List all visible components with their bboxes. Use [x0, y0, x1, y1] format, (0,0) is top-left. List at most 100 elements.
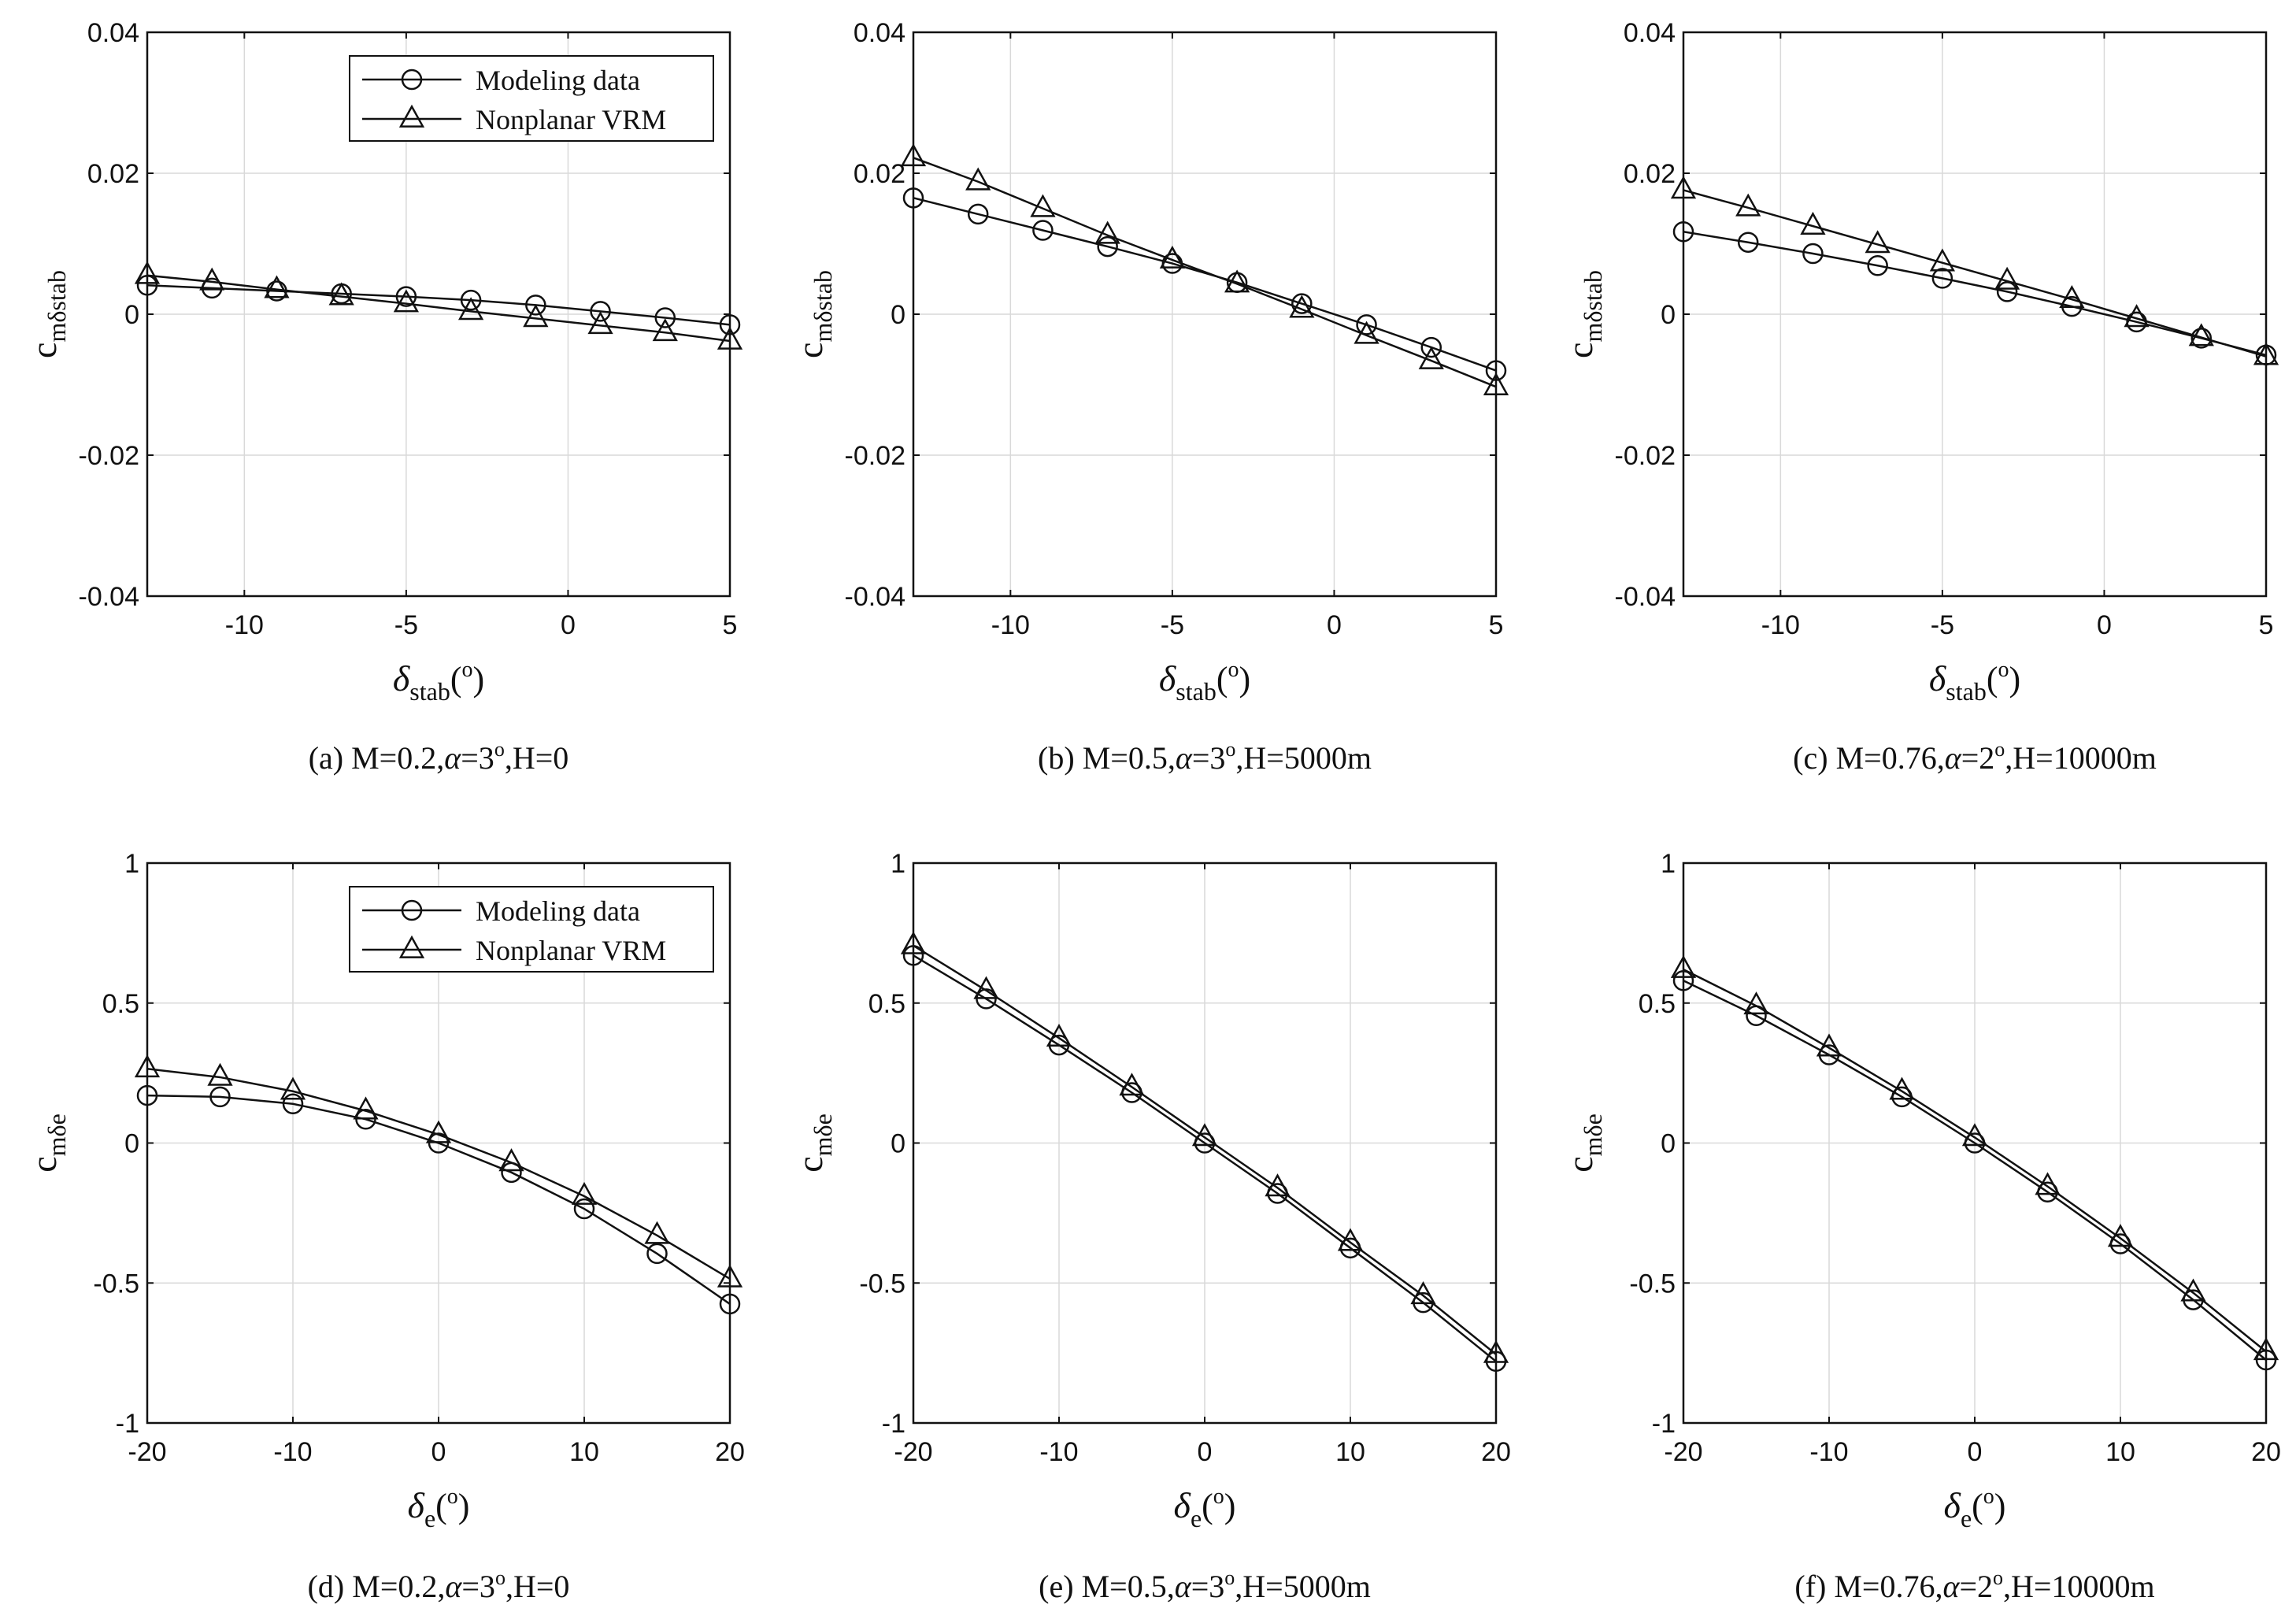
caption-value: =3: [1192, 740, 1226, 776]
series-line-triangle: [1683, 189, 2267, 358]
x-label-main: δ: [1944, 1485, 1961, 1525]
x-label-degree: o: [1998, 658, 2009, 682]
y-tick-label: 1: [891, 849, 905, 879]
x-label-paren-open: (: [1217, 660, 1228, 698]
y-tick-label: -0.5: [859, 1269, 905, 1299]
y-tick-label: 0: [1661, 300, 1676, 330]
data-point-triangle: [328, 282, 354, 306]
caption-value: =2: [1959, 1569, 1993, 1604]
x-tick-label: 10: [569, 1437, 599, 1467]
x-label-degree: o: [1983, 1484, 1994, 1509]
panel-caption: (a) M=0.2,α=3o,H=0: [309, 738, 569, 776]
data-point-triangle: [1865, 230, 1890, 254]
y-label-subscript: mδe: [1579, 1113, 1607, 1156]
x-label-paren-close: ): [458, 1487, 470, 1525]
y-axis-label: cmδe: [1560, 1113, 1607, 1173]
y-tick-label: 0.04: [854, 18, 905, 48]
legend: Modeling data Nonplanar VRM: [349, 886, 714, 973]
y-tick-label: -1: [116, 1409, 139, 1439]
data-point-triangle: [587, 311, 613, 335]
x-tick-label: 20: [1481, 1437, 1511, 1467]
legend-triangle-icon: [398, 104, 425, 128]
y-axis-label: cmδstab: [790, 270, 837, 358]
y-axis-label: cmδstab: [24, 270, 71, 358]
y-axis-label: cmδe: [24, 1113, 71, 1173]
y-tick-label: 0.02: [1624, 159, 1676, 189]
caption-text: (b) M=0.5,: [1038, 740, 1176, 776]
legend-label: Nonplanar VRM: [476, 935, 666, 966]
data-point-triangle: [2035, 1172, 2061, 1195]
data-point-triangle: [523, 304, 549, 328]
x-label-subscript: e: [1191, 1504, 1202, 1532]
caption-text-end: ,H=5000m: [1235, 740, 1372, 776]
plot-frame: [912, 31, 1498, 598]
data-point-triangle: [1410, 1281, 1436, 1305]
data-point-triangle: [1191, 1123, 1218, 1147]
x-axis-label: δstab(o): [1929, 658, 2020, 706]
data-point-circle: [209, 1086, 231, 1108]
x-label-degree: o: [461, 658, 472, 682]
data-point-triangle: [652, 318, 678, 342]
data-point-circle: [1737, 232, 1759, 253]
x-tick-label: 0: [1198, 1437, 1213, 1467]
caption-alpha: α: [444, 740, 461, 776]
data-point-triangle: [644, 1221, 670, 1244]
x-tick-label: 10: [1335, 1437, 1365, 1467]
x-tick-label: 10: [2105, 1437, 2135, 1467]
y-tick-label: 0.04: [87, 18, 139, 48]
x-tick-label: 0: [1327, 610, 1342, 640]
data-point-triangle: [199, 267, 225, 291]
series-line-triangle: [913, 157, 1497, 388]
x-label-paren-close: ): [1224, 1487, 1236, 1525]
y-tick-label: 0: [1661, 1129, 1676, 1159]
data-point-triangle: [353, 1096, 379, 1120]
x-label-subscript: stab: [1946, 677, 1987, 706]
caption-degree: o: [1225, 738, 1235, 761]
x-label-paren-close: ): [472, 660, 484, 698]
data-point-circle: [1996, 281, 2018, 302]
caption-alpha: α: [1942, 1569, 1960, 1604]
legend: Modeling data Nonplanar VRM: [349, 55, 714, 142]
data-point-circle: [1356, 314, 1377, 335]
y-label-subscript: mδstab: [43, 270, 71, 343]
y-label-main: c: [790, 1156, 830, 1172]
y-tick-label: 0.02: [854, 159, 905, 189]
caption-degree: o: [1224, 1566, 1235, 1589]
data-point-triangle: [2188, 323, 2214, 346]
data-point-circle: [646, 1243, 668, 1265]
data-point-triangle: [280, 1076, 306, 1100]
plot-frame: [146, 31, 731, 598]
y-label-main: c: [24, 1156, 64, 1172]
series-line-circle: [1683, 231, 2267, 357]
data-point-triangle: [1816, 1033, 1842, 1057]
data-point-triangle: [2124, 304, 2150, 328]
y-tick-label: 0.04: [1624, 18, 1676, 48]
data-point-circle: [1420, 336, 1442, 358]
x-label-subscript: stab: [1176, 677, 1217, 706]
data-point-triangle: [2059, 285, 2085, 309]
y-label-main: c: [1560, 1156, 1600, 1172]
series-line-triangle: [913, 944, 1497, 1355]
series-line-triangle: [146, 274, 731, 343]
caption-value: =3: [461, 740, 494, 776]
y-label-main: c: [1560, 343, 1600, 358]
x-label-paren-open: (: [1202, 1487, 1213, 1525]
y-tick-label: 0: [891, 1129, 905, 1159]
x-axis-label: δe(o): [1944, 1484, 2006, 1532]
y-tick-label: -0.5: [93, 1269, 139, 1299]
x-label-degree: o: [1213, 1484, 1224, 1509]
y-tick-label: 0: [891, 300, 905, 330]
x-label-main: δ: [408, 1485, 425, 1525]
x-label-subscript: e: [424, 1504, 435, 1532]
x-tick-label: -20: [1664, 1437, 1702, 1467]
series-line-circle: [146, 284, 731, 326]
x-axis-label: δe(o): [408, 1484, 470, 1532]
x-label-main: δ: [1174, 1485, 1191, 1525]
x-tick-label: 0: [2097, 610, 2112, 640]
x-tick-label: -20: [894, 1437, 932, 1467]
data-point-triangle: [2180, 1278, 2206, 1302]
data-point-triangle: [1224, 269, 1250, 293]
caption-alpha: α: [1176, 740, 1193, 776]
data-point-triangle: [1994, 266, 2020, 290]
